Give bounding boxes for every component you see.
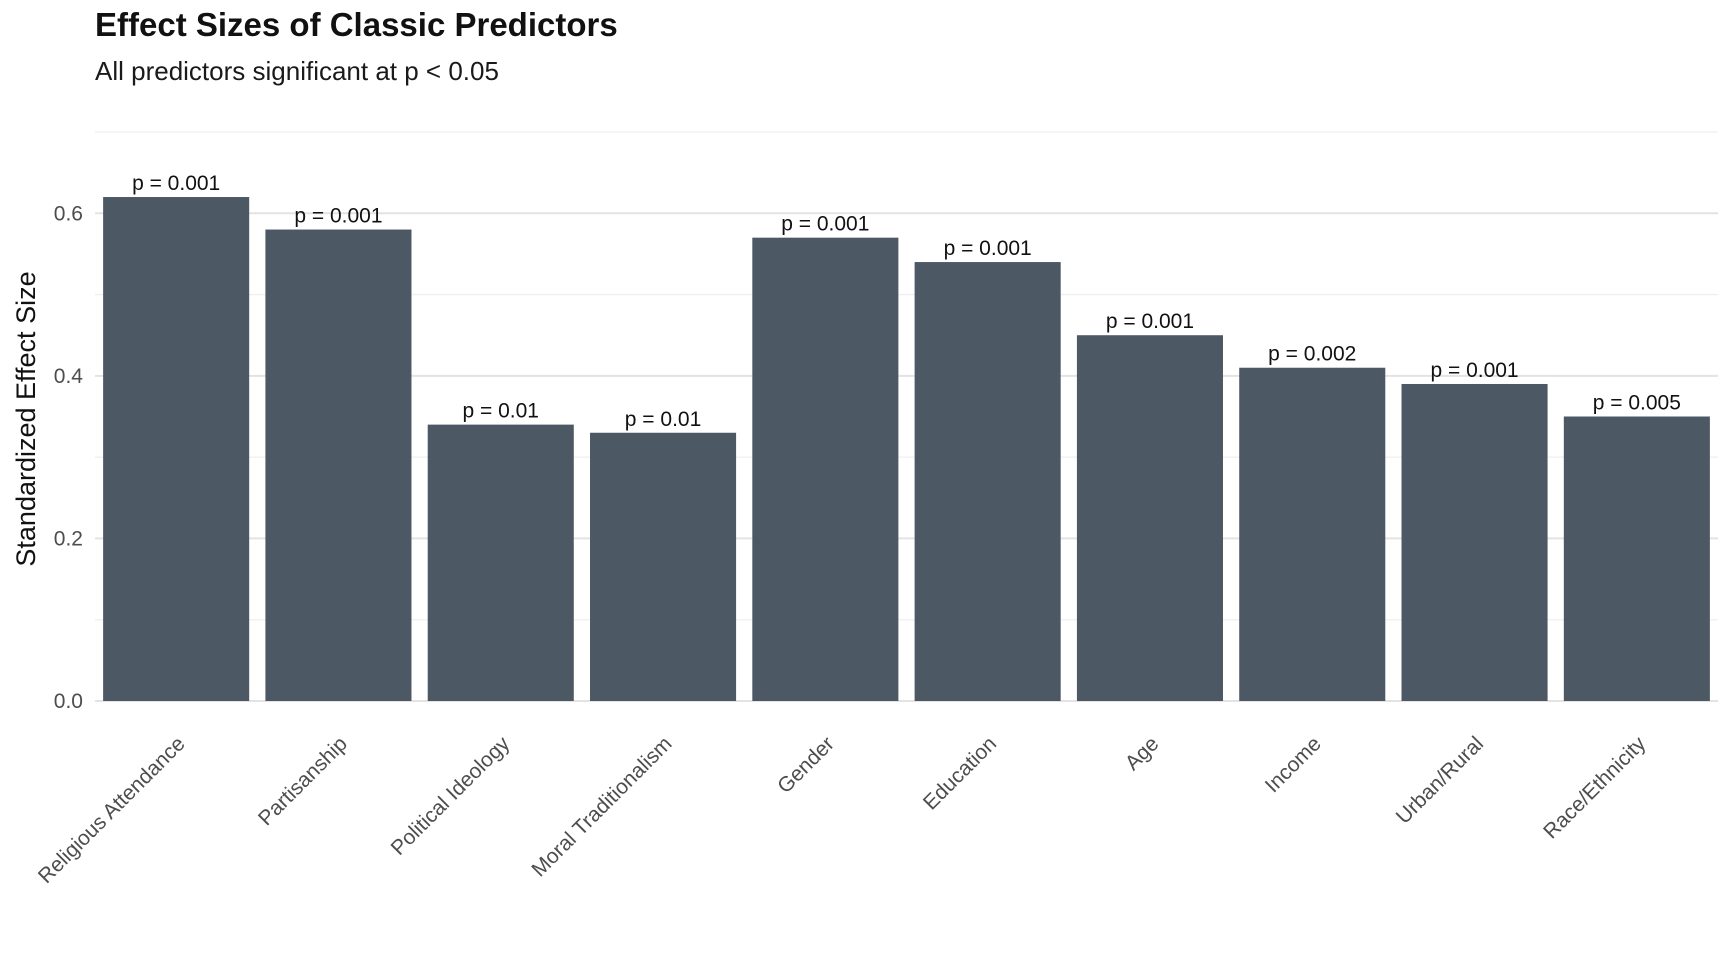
data-label: p = 0.001 — [781, 213, 869, 236]
bar — [752, 237, 899, 701]
x-tick-label: Race/Ethnicity — [1539, 732, 1651, 844]
data-label: p = 0.01 — [625, 408, 701, 431]
bar — [103, 197, 250, 701]
data-label: p = 0.01 — [463, 400, 539, 423]
bar — [1239, 367, 1386, 701]
y-axis-label: Standardized Effect Size — [11, 271, 41, 566]
data-label: p = 0.001 — [1430, 359, 1518, 382]
chart-subtitle: All predictors significant at p < 0.05 — [95, 56, 499, 86]
bar — [1401, 383, 1548, 701]
x-tick-label: Religious Attendance — [34, 732, 190, 888]
chart-title: Effect Sizes of Classic Predictors — [95, 6, 618, 43]
bar — [427, 424, 574, 701]
x-tick-label: Moral Traditionalism — [527, 732, 676, 881]
y-tick-label: 0.6 — [54, 202, 83, 225]
bar — [265, 229, 412, 702]
y-tick-label: 0.0 — [54, 690, 83, 713]
data-label: p = 0.001 — [1106, 310, 1194, 333]
x-tick-label: Urban/Rural — [1392, 732, 1488, 828]
x-tick-label: Gender — [773, 732, 839, 798]
y-tick-label: 0.4 — [54, 365, 84, 388]
x-tick-label: Partisanship — [254, 732, 352, 830]
bar — [1563, 416, 1710, 701]
data-label: p = 0.001 — [944, 237, 1032, 260]
bar — [914, 262, 1061, 701]
data-label: p = 0.002 — [1268, 343, 1356, 366]
data-label: p = 0.001 — [294, 205, 382, 228]
x-tick-label: Political Ideology — [387, 732, 515, 860]
y-tick-label: 0.2 — [54, 527, 83, 550]
bar — [1076, 335, 1223, 701]
data-label: p = 0.005 — [1593, 392, 1681, 415]
x-tick-label: Education — [919, 732, 1001, 814]
bar — [590, 432, 737, 701]
x-tick-label: Age — [1121, 732, 1164, 775]
data-label: p = 0.001 — [132, 172, 220, 195]
x-tick-label: Income — [1261, 732, 1326, 797]
